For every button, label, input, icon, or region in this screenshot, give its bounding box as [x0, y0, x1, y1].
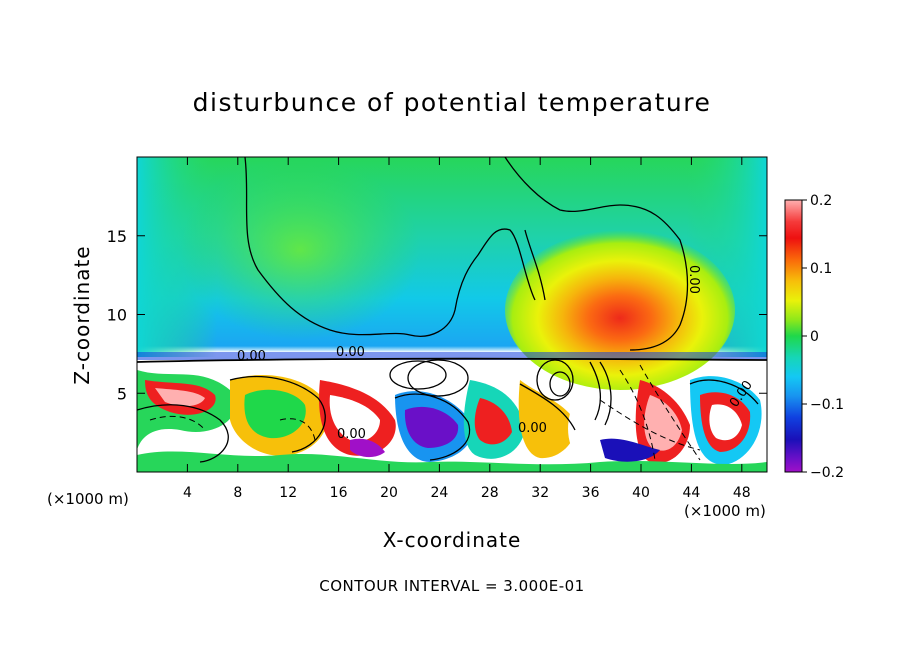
y-axis: 5 10 15	[107, 227, 767, 403]
x-tick-label: 44	[682, 485, 700, 501]
x-tick-label: 4	[183, 485, 192, 501]
x-tick-label: 48	[733, 485, 751, 501]
colorbar-tick-label: 0.2	[810, 193, 832, 209]
x-axis: 4 8 12 16 20 24 28 32 36 40 44 48	[183, 157, 751, 501]
contour-label: 0.00	[518, 421, 547, 436]
colorbar-tick-label: 0.1	[810, 261, 832, 277]
x-tick-label: 32	[531, 485, 549, 501]
y-tick-label: 5	[117, 384, 127, 403]
colorbar-tick-label: −0.2	[810, 465, 844, 481]
colorbar	[784, 199, 803, 473]
contour-label: 0.00	[237, 349, 266, 364]
colorbar-ticks: 0.2 0.1 0 −0.1 −0.2	[802, 193, 844, 481]
colorbar-tick-label: 0	[810, 329, 819, 345]
y-axis-label: Z-coordinate	[70, 245, 94, 385]
x-unit-label-left: (×1000 m)	[47, 490, 129, 508]
x-tick-label: 16	[330, 485, 348, 501]
contour-label: 0.00	[337, 427, 366, 442]
x-unit-label-right: (×1000 m)	[684, 502, 766, 520]
contour-label: 0.00	[336, 345, 365, 360]
negative-contours	[149, 364, 701, 461]
x-tick-label: 40	[632, 485, 650, 501]
x-tick-label: 20	[380, 485, 398, 501]
x-tick-label: 28	[481, 485, 499, 501]
contour-lines	[137, 157, 767, 463]
x-tick-label: 8	[233, 485, 242, 501]
colorbar-tick-label: −0.1	[810, 397, 844, 413]
contour-interval-note: CONTOUR INTERVAL = 3.000E-01	[319, 577, 585, 595]
x-axis-label: X-coordinate	[382, 528, 522, 552]
x-tick-label: 12	[279, 485, 297, 501]
y-tick-label: 10	[107, 306, 127, 325]
y-tick-label: 15	[107, 227, 127, 246]
x-tick-label: 36	[582, 485, 600, 501]
contour-label: 0.00	[686, 265, 701, 294]
chart-title: disturbunce of potential temperature	[192, 88, 712, 117]
heatmap-field: 0.00 0.00 0.00 0.00 0.00 0.00	[137, 157, 767, 472]
lower-turbulence	[137, 370, 767, 472]
x-tick-label: 24	[430, 485, 448, 501]
